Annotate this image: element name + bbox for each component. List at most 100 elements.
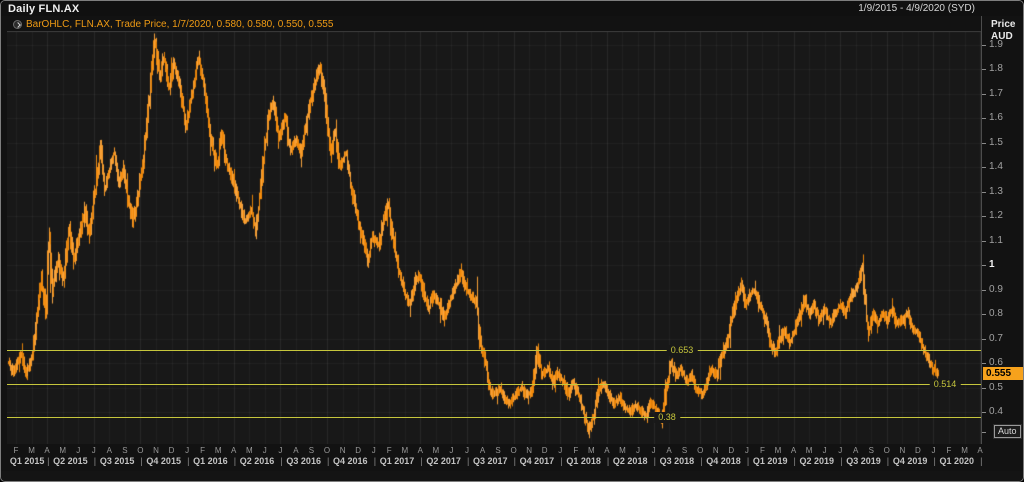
month-letter: O <box>697 446 704 455</box>
tick-label: 1.2 <box>989 210 1003 221</box>
quarter-label: Q2 2017 <box>426 456 461 466</box>
month-letter: N <box>153 446 159 455</box>
month-letter: A <box>666 446 672 455</box>
month-letter: F <box>386 446 392 455</box>
auto-scale-button[interactable]: Auto <box>993 424 1022 439</box>
quarter-separator: | <box>793 456 796 466</box>
month-letter: S <box>308 446 315 455</box>
month-letter: M <box>805 446 813 455</box>
quarter-separator: | <box>840 456 843 466</box>
price-tick-1.3: 1.3 <box>982 186 1023 197</box>
quarter-label: Q1 2018 <box>566 456 601 466</box>
month-letter: A <box>479 446 486 455</box>
axis-bottom-tick <box>982 432 986 433</box>
month-letter: D <box>915 446 921 455</box>
month-letter: J <box>76 446 81 455</box>
month-letter: F <box>573 446 579 455</box>
month-letter: N <box>899 446 906 455</box>
quarter-separator: | <box>280 456 283 466</box>
quarter-separator: | <box>420 456 423 466</box>
month-letter: M <box>245 446 253 455</box>
price-tick-0.5: 0.5 <box>982 382 1023 393</box>
month-letter: S <box>122 446 128 455</box>
month-letter: J <box>371 446 376 455</box>
quarter-label: Q1 2016 <box>193 456 228 466</box>
quarter-label: Q3 2018 <box>659 456 695 466</box>
month-letter: J <box>838 446 843 455</box>
tick-label: 1.6 <box>989 112 1003 123</box>
month-letter: O <box>510 446 517 455</box>
price-axis[interactable]: Price AUD 1.9 1.8 1.7 1.6 1.5 1.4 1.3 1.2 1.1 1 0.… <box>981 16 1023 444</box>
price-tick-1.4: 1.4 <box>982 162 1023 172</box>
price-tick-1.6: 1.6 <box>982 112 1023 123</box>
quarter-separator: | <box>513 456 516 466</box>
month-letter: J <box>465 446 469 455</box>
quarter-separator: | <box>560 456 563 466</box>
instrument-sphere-icon <box>13 19 22 29</box>
price-chart-canvas[interactable] <box>7 31 981 448</box>
tick-dash <box>982 44 986 46</box>
month-letter: J <box>558 446 563 455</box>
support-level-line-0.653[interactable] <box>7 350 981 351</box>
tick-dash <box>982 363 986 364</box>
quarter-separator: | <box>700 456 703 466</box>
quarter-label: Q1 2015 <box>9 456 45 466</box>
quarter-label: Q4 2019 <box>892 456 928 466</box>
tick-label: 0.9 <box>989 283 1003 295</box>
month-letter: M <box>59 446 67 455</box>
month-letter: O <box>883 446 890 455</box>
month-letter: M <box>28 446 35 455</box>
month-letter: J <box>262 446 267 455</box>
support-level-line-0.514[interactable] <box>7 384 981 385</box>
quarter-label: Q4 2016 <box>333 456 368 466</box>
tick-dash <box>982 412 986 413</box>
quarter-separator: | <box>606 456 610 466</box>
tick-dash <box>982 289 986 291</box>
price-tick-1.8: 1.8 <box>982 63 1023 74</box>
quarter-label: Q3 2015 <box>99 456 135 466</box>
quarter-separator: | <box>653 456 656 466</box>
series-legend[interactable]: BarOHLC, FLN.AX, Trade Price, 1/7/2020, … <box>13 18 333 30</box>
month-letter: A <box>604 446 610 455</box>
month-letter: M <box>401 446 409 455</box>
month-letter: A <box>293 446 299 455</box>
quarter-label: Q4 2017 <box>519 456 555 466</box>
month-letter: F <box>200 446 206 455</box>
month-letter: D <box>168 446 175 455</box>
month-letter: A <box>417 446 423 455</box>
support-level-label-0.38: 0.38 <box>654 412 680 423</box>
tick-label: 0.7 <box>989 332 1003 344</box>
month-letter: N <box>712 446 719 455</box>
quarter-separator: | <box>467 456 470 466</box>
support-level-label-0.653: 0.653 <box>666 345 698 356</box>
quarter-label: Q4 2018 <box>706 456 741 466</box>
month-letter: J <box>931 446 936 455</box>
tick-dash <box>982 387 986 389</box>
price-axis-unit-line2: AUD <box>991 31 1013 42</box>
tick-label: 1.8 <box>989 63 1003 74</box>
quarter-separator: | <box>47 456 50 466</box>
month-letter: A <box>44 446 50 455</box>
month-letter: F <box>946 446 952 455</box>
price-axis-unit-line1: Price <box>991 19 1016 30</box>
month-letter: J <box>91 446 96 455</box>
tick-label: 1.5 <box>989 136 1003 148</box>
support-level-label-0.514: 0.514 <box>929 379 961 390</box>
month-letter: A <box>977 446 983 455</box>
quarter-separator: | <box>93 456 97 466</box>
quarter-separator: | <box>373 456 377 466</box>
tick-label: 1.7 <box>989 87 1003 99</box>
month-letter: J <box>449 446 454 455</box>
page-title: Daily FLN.AX <box>8 3 80 15</box>
tick-dash <box>982 142 986 144</box>
price-tick-1.1: 1.1 <box>982 235 1023 246</box>
price-tick-1.2: 1.2 <box>982 210 1023 221</box>
month-letter: M <box>588 446 595 455</box>
price-axis-unit: Price AUD <box>991 19 1015 43</box>
tick-label: 0.4 <box>989 406 1003 417</box>
plot-area[interactable] <box>7 31 981 448</box>
month-letter: J <box>651 446 656 455</box>
support-level-line-0.38[interactable] <box>7 417 981 418</box>
